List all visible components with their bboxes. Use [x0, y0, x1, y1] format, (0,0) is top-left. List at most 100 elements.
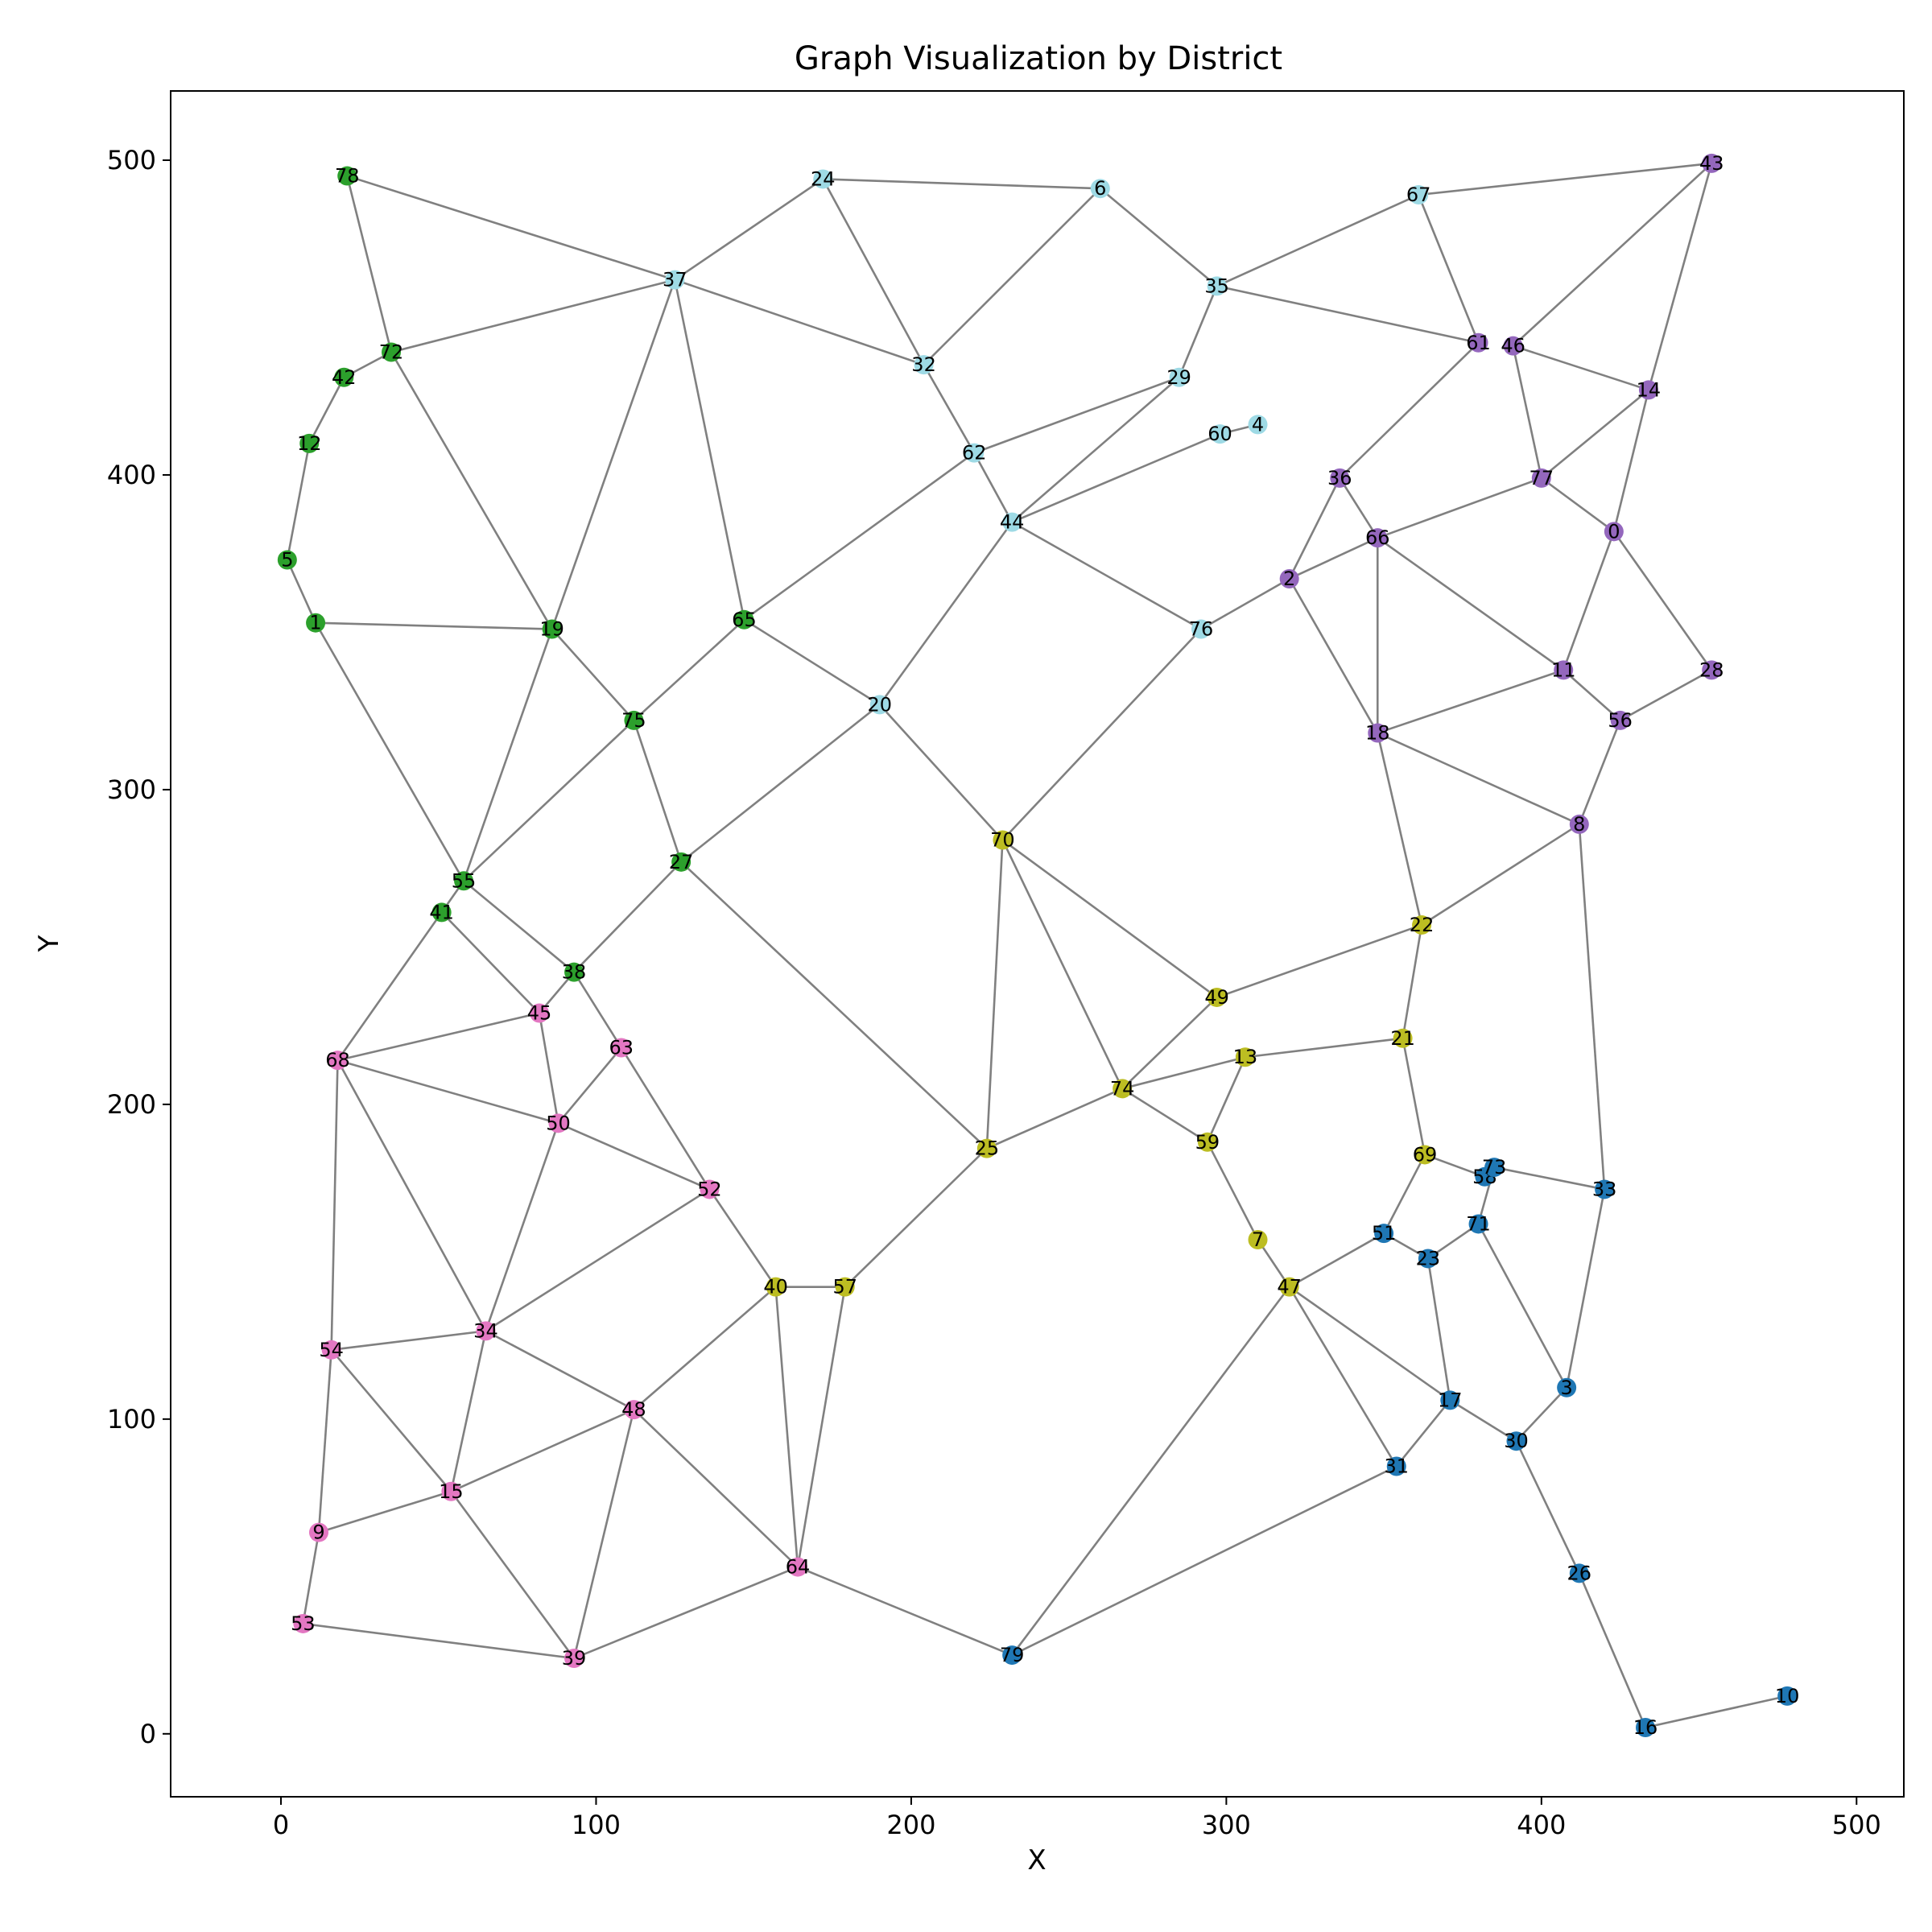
node-marker — [1368, 528, 1388, 548]
x-axis-label: X — [1027, 1844, 1046, 1876]
node-marker — [700, 1179, 720, 1199]
node-marker — [611, 1038, 631, 1058]
edge-15-9 — [318, 1490, 452, 1534]
node-label: 60 — [1208, 423, 1232, 445]
node-label: 78 — [335, 165, 360, 188]
node-marker — [1604, 522, 1624, 542]
node-26: 26 — [1567, 1562, 1592, 1584]
edge-6-35 — [1099, 188, 1218, 287]
node-label: 70 — [990, 828, 1015, 851]
edge-40-48 — [633, 1286, 777, 1411]
node-label: 5 — [281, 549, 293, 572]
edge-78-37 — [346, 175, 675, 281]
y-tick-label: 400 — [107, 460, 156, 490]
node-marker — [1113, 1079, 1133, 1099]
node-label: 38 — [562, 961, 587, 984]
edge-34-15 — [450, 1331, 487, 1492]
edge-39-64 — [573, 1566, 799, 1660]
edge-34-54 — [331, 1330, 486, 1352]
node-label: 44 — [1000, 511, 1025, 534]
node-23: 23 — [1416, 1247, 1441, 1269]
edge-69-51 — [1382, 1154, 1426, 1234]
edge-46-14 — [1513, 345, 1649, 391]
node-10: 10 — [1775, 1685, 1800, 1707]
node-54: 54 — [319, 1339, 344, 1361]
edge-22-49 — [1216, 923, 1422, 999]
node-marker — [530, 1003, 550, 1023]
node-label: 36 — [1327, 467, 1352, 489]
node-label: 53 — [291, 1612, 316, 1635]
node-marker — [835, 1277, 855, 1297]
node-label: 69 — [1413, 1143, 1438, 1166]
node-78: 78 — [335, 165, 360, 188]
node-marker — [308, 1522, 328, 1542]
edge-5-1 — [286, 559, 317, 624]
node-67: 67 — [1406, 184, 1431, 206]
node-marker — [277, 550, 297, 570]
node-marker — [1191, 619, 1212, 639]
edge-9-53 — [302, 1532, 320, 1624]
node-marker — [1386, 1456, 1406, 1476]
node-label: 76 — [1189, 618, 1214, 641]
node-20: 20 — [867, 693, 892, 716]
edge-73-33 — [1493, 1166, 1605, 1191]
node-label: 31 — [1384, 1455, 1409, 1477]
node-55: 55 — [452, 869, 477, 892]
node-label: 0 — [1608, 520, 1620, 543]
x-tick-label: 0 — [273, 1810, 289, 1840]
node-marker — [321, 1340, 341, 1360]
nodes-layer: 0123456789101112131415161718192021222324… — [277, 152, 1800, 1739]
edge-0-11 — [1563, 530, 1616, 671]
edge-63-50 — [557, 1046, 622, 1125]
node-label: 71 — [1466, 1212, 1491, 1235]
edge-8-22 — [1421, 823, 1580, 927]
y-tick-label: 500 — [107, 145, 156, 175]
edge-34-48 — [485, 1330, 635, 1411]
node-marker — [813, 169, 833, 189]
node-label: 30 — [1504, 1430, 1529, 1452]
edge-16-10 — [1645, 1695, 1788, 1729]
edge-76-70 — [1001, 628, 1203, 841]
node-marker — [1506, 1431, 1526, 1451]
node-64: 64 — [786, 1556, 811, 1579]
node-marker — [1393, 1028, 1413, 1048]
node-label: 41 — [429, 901, 454, 923]
edge-67-43 — [1418, 162, 1712, 196]
node-label: 51 — [1372, 1222, 1397, 1245]
edge-18-8 — [1377, 732, 1580, 826]
edge-74-13 — [1121, 1055, 1246, 1090]
y-axis-label: Y — [33, 935, 65, 952]
edge-59-7 — [1206, 1141, 1259, 1241]
node-label: 62 — [962, 442, 987, 464]
node-marker — [564, 962, 584, 982]
node-12: 12 — [297, 432, 322, 455]
edge-17-30 — [1449, 1399, 1517, 1443]
node-marker — [337, 166, 357, 186]
node-label: 45 — [527, 1002, 552, 1025]
node-label: 73 — [1482, 1156, 1507, 1179]
edge-50-52 — [557, 1122, 710, 1191]
plot-frame — [170, 90, 1905, 1798]
node-39: 39 — [562, 1647, 587, 1670]
edge-79-31 — [1011, 1465, 1397, 1657]
edge-26-16 — [1578, 1572, 1647, 1728]
node-43: 43 — [1699, 152, 1724, 175]
edge-68-50 — [337, 1059, 559, 1125]
node-74: 74 — [1110, 1077, 1135, 1100]
node-37: 37 — [663, 269, 687, 291]
edge-41-68 — [336, 911, 443, 1061]
node-marker — [1169, 367, 1189, 387]
node-76: 76 — [1189, 618, 1214, 641]
node-marker — [624, 1400, 644, 1420]
edge-20-70 — [878, 704, 1004, 841]
node-label: 7 — [1252, 1228, 1264, 1251]
edge-21-69 — [1402, 1038, 1426, 1155]
chart-title: Graph Visualization by District — [795, 40, 1282, 77]
edge-75-55 — [463, 719, 635, 882]
node-15: 15 — [439, 1480, 464, 1503]
node-marker — [976, 1138, 997, 1158]
edge-77-0 — [1541, 477, 1615, 533]
node-marker — [306, 613, 326, 633]
node-label: 20 — [867, 693, 892, 716]
